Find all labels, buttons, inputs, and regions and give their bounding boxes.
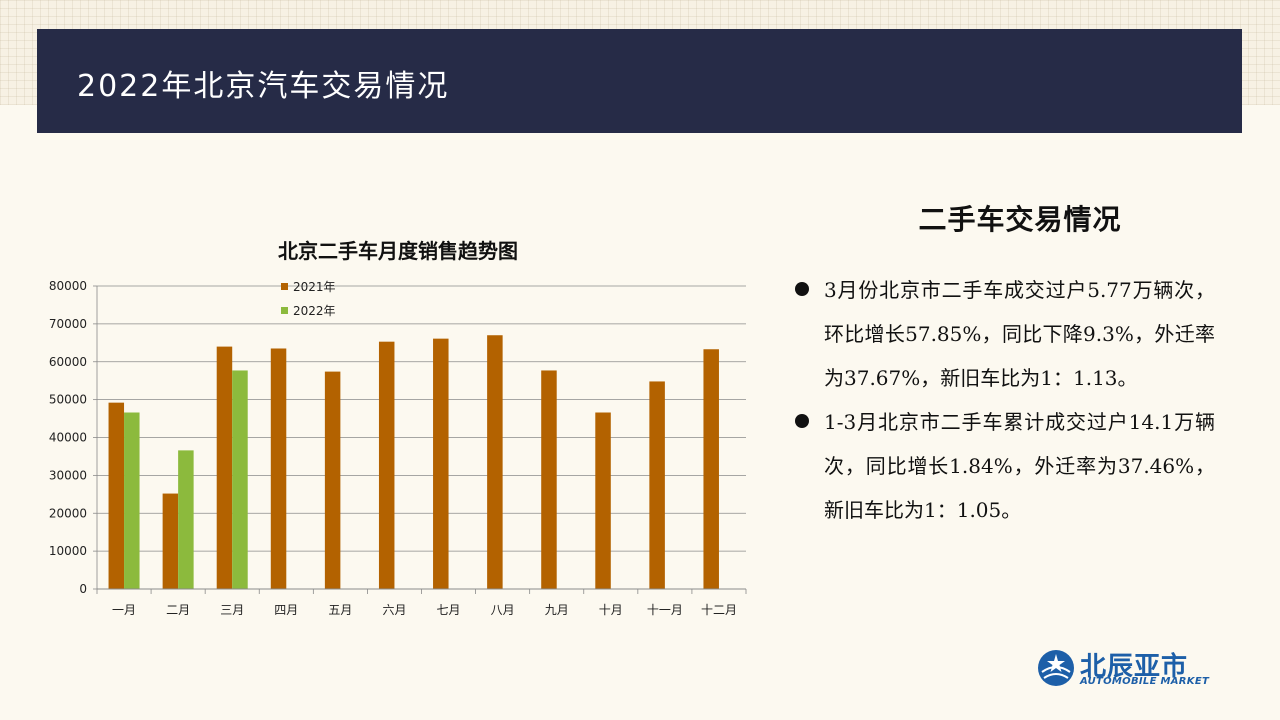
company-logo: 北辰亚市 AUTOMOBILE MARKET — [1036, 646, 1216, 692]
x-tick-label: 二月 — [166, 603, 190, 617]
chart-gridlines — [97, 285, 746, 590]
summary-bullet-text: 1-3月北京市二手车累计成交过户14.1万辆次，同比增长1.84%，外迁率为37… — [824, 410, 1215, 522]
legend-swatch — [281, 283, 288, 290]
summary-title: 二手车交易情况 — [918, 203, 1122, 236]
bar-2021-4 — [270, 348, 287, 589]
bar-2021-2 — [162, 493, 179, 589]
bullet-dot-icon — [795, 414, 809, 428]
bar-2021-8 — [487, 335, 503, 589]
chart-legend: 2021年 2022年 — [281, 280, 336, 318]
logo-text-en: AUTOMOBILE MARKET — [1080, 676, 1210, 687]
y-tick-label: 0 — [79, 582, 87, 596]
header-banner: 2022年北京汽车交易情况 — [37, 29, 1242, 133]
bar-2022-2 — [178, 450, 194, 589]
x-tick-label: 五月 — [328, 603, 352, 617]
x-tick-label: 九月 — [545, 603, 569, 617]
summary-bullet-text: 3月份北京市二手车成交过户5.77万辆次，环比增长57.85%，同比下降9.3%… — [824, 278, 1215, 390]
y-tick-label: 30000 — [49, 468, 87, 482]
chart-y-axis: 80000 70000 60000 50000 40000 30000 20000 10000… — [49, 279, 98, 596]
summary-bullet-march: 3月份北京市二手车成交过户5.77万辆次，环比增长57.85%，同比下降9.3%… — [795, 268, 1215, 400]
bar-2021-6 — [378, 341, 395, 589]
bar-2021-11 — [649, 381, 665, 589]
bar-2021-3 — [216, 346, 233, 589]
legend-swatch — [281, 307, 288, 314]
x-tick-label: 十二月 — [701, 603, 737, 617]
chart-svg: 北京二手车月度销售趋势图 80000 70000 60000 50000 40000 30… — [49, 239, 747, 617]
sales-trend-chart: 北京二手车月度销售趋势图 80000 70000 60000 50000 40000 30… — [30, 230, 760, 630]
chart-title: 北京二手车月度销售趋势图 — [278, 239, 518, 263]
y-tick-label: 10000 — [49, 544, 87, 558]
legend-label: 2022年 — [293, 304, 336, 318]
bar-2021-10 — [595, 412, 611, 589]
bar-2022-1 — [124, 412, 140, 589]
bar-2021-12 — [703, 349, 719, 589]
bar-2021-1 — [108, 402, 125, 589]
x-tick-label: 七月 — [437, 603, 461, 617]
star-globe-icon — [1038, 650, 1074, 686]
summary-bullet-q1: 1-3月北京市二手车累计成交过户14.1万辆次，同比增长1.84%，外迁率为37… — [795, 400, 1215, 532]
x-tick-label: 一月 — [112, 603, 136, 617]
y-tick-label: 50000 — [49, 393, 87, 407]
x-tick-label: 十月 — [599, 603, 623, 617]
x-tick-label: 六月 — [382, 603, 406, 617]
y-tick-label: 80000 — [49, 279, 87, 293]
logo-text-cn: 北辰亚市 — [1080, 652, 1189, 682]
summary-bullets: 3月份北京市二手车成交过户5.77万辆次，环比增长57.85%，同比下降9.3%… — [795, 268, 1215, 532]
x-tick-label: 四月 — [274, 603, 298, 617]
y-tick-label: 70000 — [49, 317, 87, 331]
page-title: 2022年北京汽车交易情况 — [77, 69, 450, 104]
y-tick-label: 20000 — [49, 506, 87, 520]
bar-2021-9 — [541, 370, 557, 589]
bar-2021-5 — [324, 371, 341, 589]
bar-2021-7 — [433, 338, 449, 589]
chart-x-axis: 一月 二月 三月 四月 五月 六月 七月 八月 九月 十月 十一月 十二月 — [96, 588, 747, 617]
bar-2022-3 — [232, 370, 248, 589]
x-tick-label: 八月 — [491, 603, 515, 617]
chart-bars — [108, 335, 719, 589]
x-tick-label: 三月 — [220, 603, 244, 617]
legend-label: 2021年 — [293, 280, 336, 294]
bullet-dot-icon — [795, 282, 809, 296]
y-tick-label: 40000 — [49, 431, 87, 445]
x-tick-label: 十一月 — [647, 603, 683, 617]
y-tick-label: 60000 — [49, 355, 87, 369]
